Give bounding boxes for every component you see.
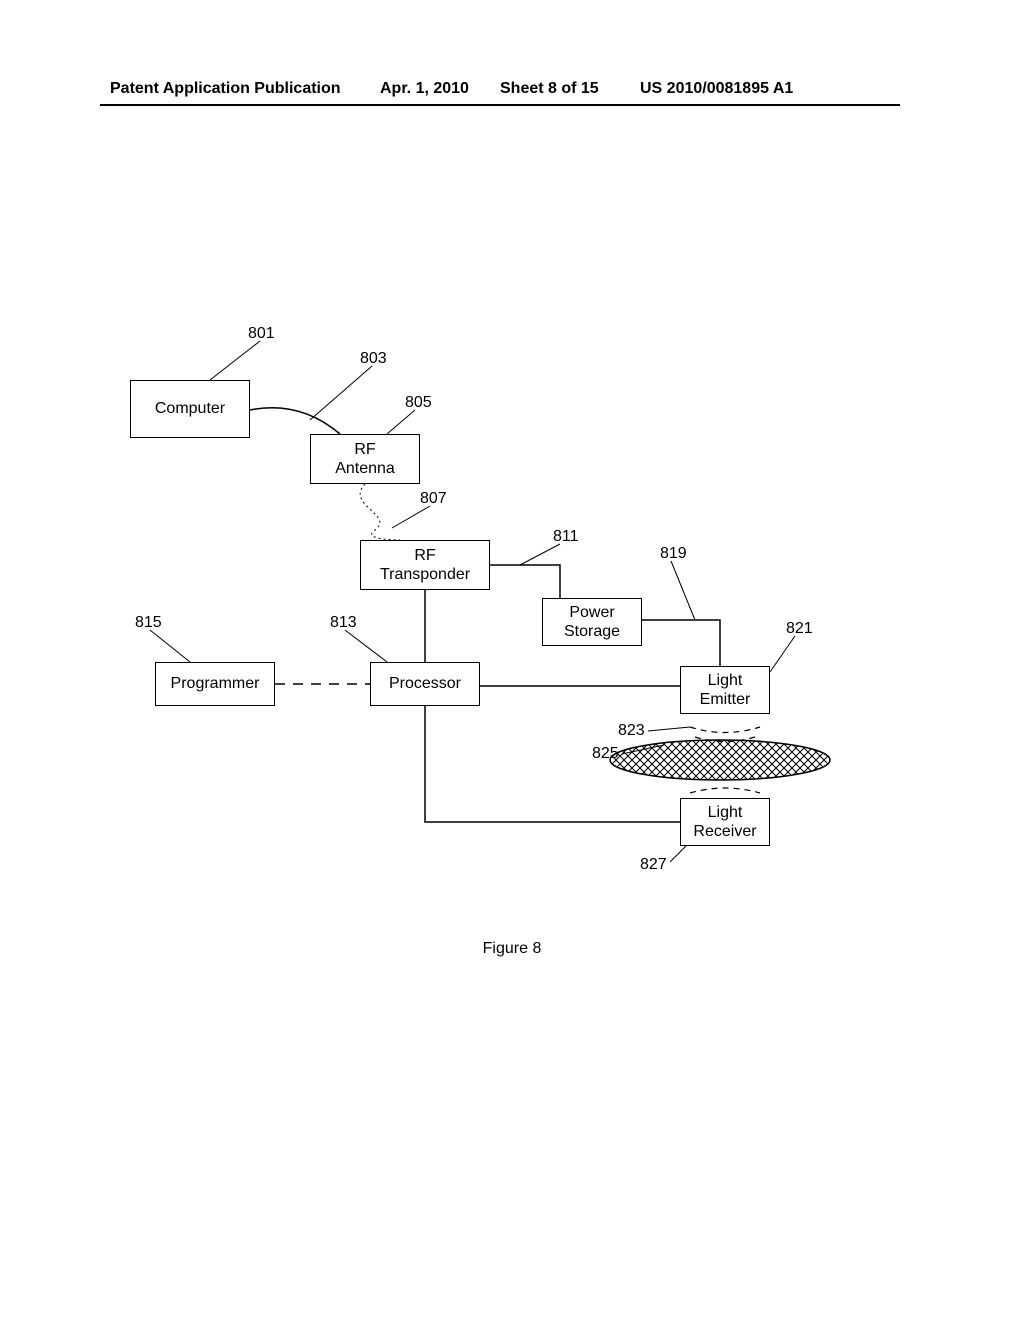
box-rf-antenna-label: RFAntenna (335, 440, 395, 478)
leader-803 (310, 366, 372, 420)
ref-815: 815 (135, 614, 162, 632)
ref-807: 807 (420, 490, 447, 508)
ref-803: 803 (360, 350, 387, 368)
box-light-emitter-label: LightEmitter (700, 671, 751, 709)
leader-821 (770, 636, 795, 672)
leader-823 (648, 727, 690, 731)
box-light-receiver: LightReceiver (680, 798, 770, 846)
leader-811 (520, 544, 560, 565)
box-power-storage-label: PowerStorage (564, 603, 620, 641)
figure-caption: Figure 8 (0, 940, 1024, 958)
edge-transponder-to-power-storage (490, 565, 560, 598)
ref-827: 827 (640, 856, 667, 874)
box-processor: Processor (370, 662, 480, 706)
box-light-receiver-label: LightReceiver (693, 803, 756, 841)
box-computer-label: Computer (155, 399, 225, 418)
box-rf-transponder: RFTransponder (360, 540, 490, 590)
leader-807 (392, 506, 430, 528)
box-programmer-label: Programmer (171, 674, 260, 693)
ref-813: 813 (330, 614, 357, 632)
ref-811: 811 (553, 528, 579, 546)
emitted-light-arc-2 (695, 737, 755, 742)
box-light-emitter: LightEmitter (680, 666, 770, 714)
received-light-arc (690, 788, 760, 793)
leader-801 (210, 341, 260, 380)
tissue-ellipse (610, 740, 830, 780)
leader-815 (150, 630, 190, 662)
box-rf-transponder-label: RFTransponder (380, 546, 470, 584)
ref-801: 801 (248, 325, 275, 343)
emitted-light-arc-1 (690, 727, 760, 733)
edge-power-storage-to-light-emitter (642, 620, 720, 666)
header-date: Apr. 1, 2010 (380, 80, 469, 98)
header-docnum: US 2010/0081895 A1 (640, 80, 793, 98)
box-rf-antenna: RFAntenna (310, 434, 420, 484)
header-publication: Patent Application Publication (110, 80, 341, 98)
box-computer: Computer (130, 380, 250, 438)
page: Patent Application Publication Apr. 1, 2… (0, 0, 1024, 1320)
ref-805: 805 (405, 394, 432, 412)
ref-821: 821 (786, 620, 813, 638)
box-processor-label: Processor (389, 674, 461, 693)
leader-805 (387, 410, 415, 434)
ref-819: 819 (660, 545, 687, 563)
edge-computer-to-rf-antenna (250, 408, 340, 434)
diagram-svg (0, 0, 1024, 1320)
edge-rf-antenna-to-transponder (360, 484, 400, 540)
leader-827 (670, 844, 688, 862)
header-rule (100, 104, 900, 106)
leader-819 (671, 561, 695, 620)
ref-825: 825 (592, 745, 619, 763)
leader-813 (345, 630, 387, 662)
box-programmer: Programmer (155, 662, 275, 706)
leader-825 (622, 745, 664, 754)
header-sheet: Sheet 8 of 15 (500, 80, 599, 98)
box-power-storage: PowerStorage (542, 598, 642, 646)
ref-823: 823 (618, 722, 645, 740)
